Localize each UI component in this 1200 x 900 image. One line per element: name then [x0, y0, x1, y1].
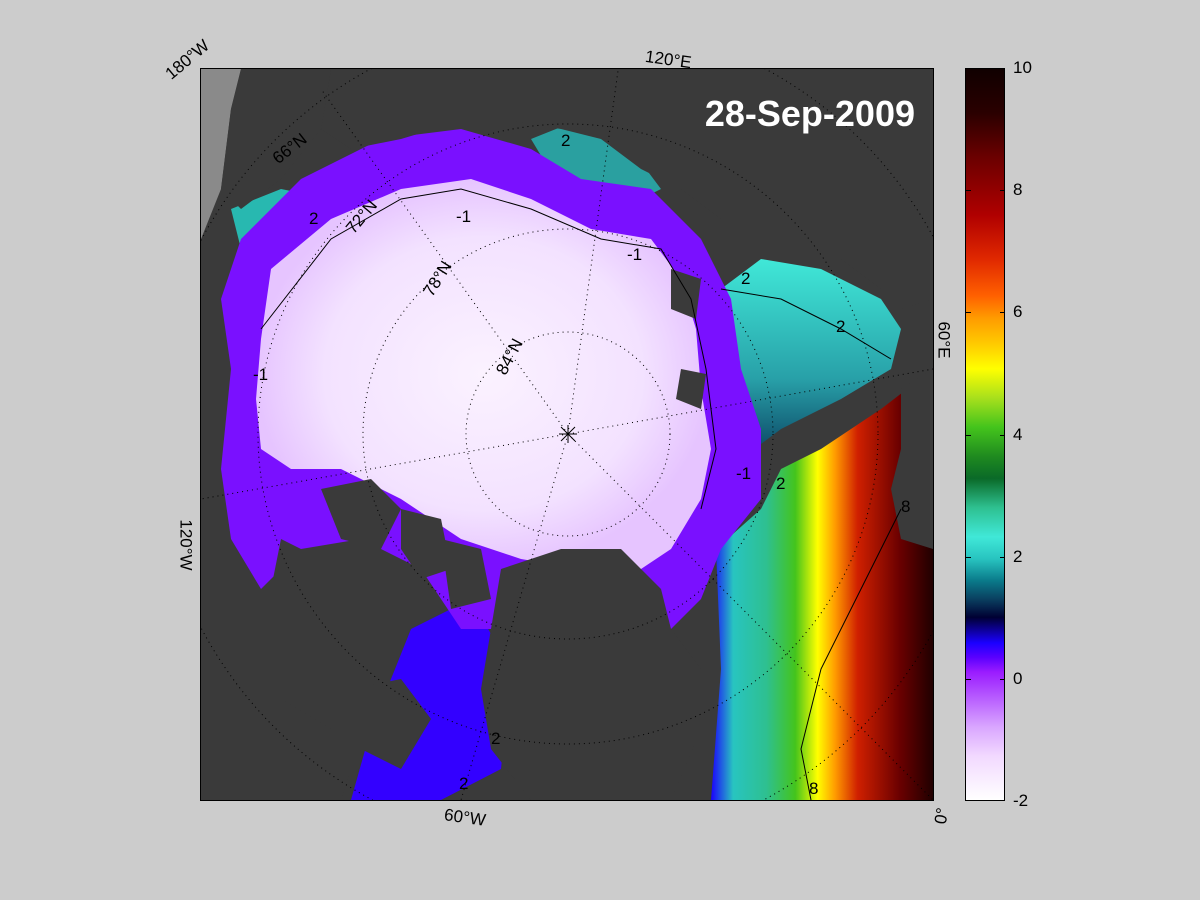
colorbar-tick-mark [966, 190, 971, 192]
colorbar-tick-mark [966, 312, 971, 314]
date-label: 28-Sep-2009 [704, 93, 915, 134]
contour-label-2-e: 2 [776, 474, 786, 493]
greenland-landmass [481, 549, 701, 800]
contour-label-2-c: 2 [741, 269, 751, 288]
contour-label-2-f: 2 [491, 729, 501, 748]
sea-temperature-map: 28-Sep-2009 66°N 72°N 78°N 84°N -1 -1 -1… [200, 68, 934, 801]
colorbar-tick-mark [1000, 434, 1005, 436]
colorbar-tick-mark [966, 434, 971, 436]
north-pole-marker [559, 425, 577, 443]
contour-line-2 [720, 288, 892, 360]
north-america-landmass [201, 689, 351, 800]
contour-label-minus1-b: -1 [627, 245, 643, 264]
contour-label-2-b: 2 [561, 131, 571, 150]
meridian-lines [201, 69, 933, 800]
longitude-label-60e: 60°E [934, 321, 954, 359]
contour-line-minus1 [260, 188, 717, 510]
longitude-label-60w: 60°W [442, 805, 487, 830]
colorbar-tick-label: 6 [1013, 302, 1023, 322]
colorbar-tick-label: 0 [1013, 668, 1023, 688]
contour-line-8 [800, 508, 902, 800]
franz-josef-landmass [671, 269, 701, 319]
contour-label-8-a: 8 [901, 497, 911, 516]
barents-sea-water [721, 259, 901, 459]
colorbar-tick-mark [1000, 556, 1005, 558]
eurasia-landmass [321, 69, 933, 309]
colorbar-tick-mark [1000, 312, 1005, 314]
longitude-label-0: 0° [930, 806, 953, 826]
contour-label-2-a: 2 [309, 209, 319, 228]
colorbar-tick-label: 4 [1013, 424, 1023, 444]
atlantic-warm-water [711, 369, 933, 800]
alaska-landmass [221, 69, 331, 209]
longitude-label-120w: 120°W [176, 519, 196, 571]
canadian-archipelago [201, 479, 491, 769]
colorbar-tick-mark [1000, 678, 1005, 680]
colorbar-tick-label: 8 [1013, 180, 1023, 200]
colorbar-tick-label: 2 [1013, 546, 1023, 566]
sea-ice-region [256, 179, 711, 569]
contour-label-2-d: 2 [836, 317, 846, 336]
no-data-region [201, 69, 241, 239]
scandinavia-landmass [891, 369, 933, 549]
contour-label-8-b: 8 [809, 779, 819, 798]
svalbard-landmass [676, 369, 706, 409]
colorbar-tick-label: 10 [1013, 58, 1032, 77]
colorbar-tick-mark [966, 678, 971, 680]
contour-label-2-g: 2 [459, 774, 469, 793]
colorbar-tick-label: -2 [1013, 791, 1029, 810]
contour-label-minus1-a: -1 [456, 207, 472, 226]
contour-label-minus1-c: -1 [253, 365, 269, 384]
temperature-colorbar [965, 68, 1005, 801]
colorbar-tick-mark [1000, 190, 1005, 192]
map-canvas [201, 69, 933, 800]
latitude-circles [201, 69, 933, 800]
colorbar-tick-mark [966, 556, 971, 558]
contour-label-minus1-d: -1 [736, 464, 752, 483]
